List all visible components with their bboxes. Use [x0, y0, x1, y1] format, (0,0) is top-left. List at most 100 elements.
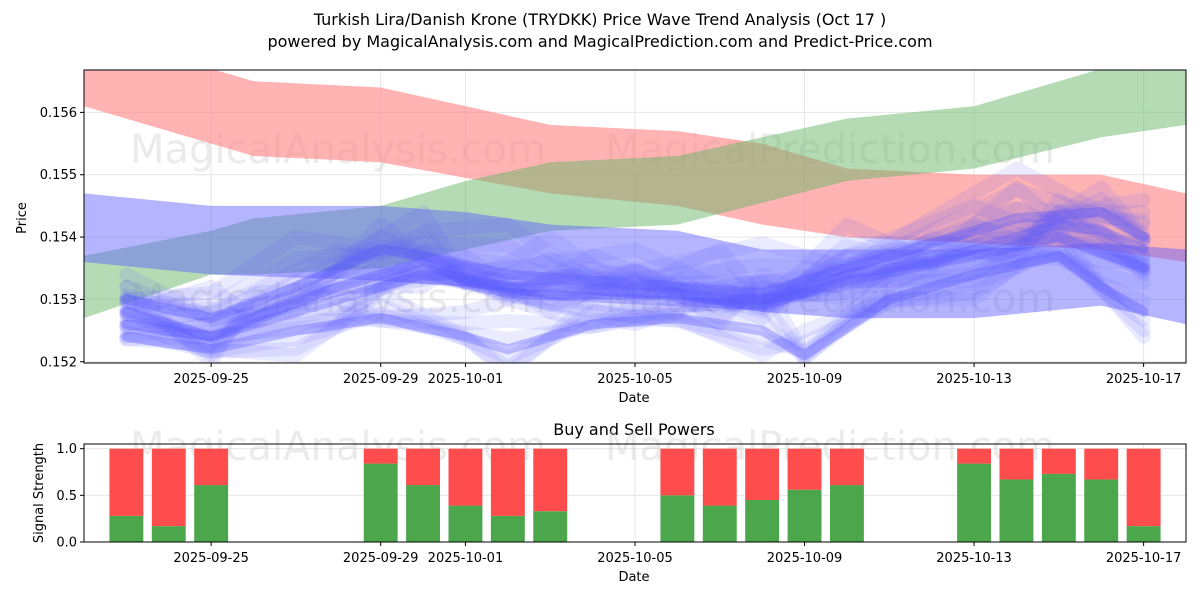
buy-bar: [829, 485, 864, 542]
buy-bar: [490, 515, 525, 542]
green-band: [84, 70, 1186, 319]
signal-x-ticks: 2025-09-25 2025-09-29 2025-10-01 2025-10-05…: [173, 542, 1181, 566]
price-y-tick-label: 0.155: [40, 168, 77, 183]
price-x-tick-label: 2025-09-29: [343, 372, 419, 387]
chart-title-line2: powered by MagicalAnalysis.com and Magic…: [267, 32, 933, 51]
price-x-label: Date: [618, 391, 649, 406]
signal-y-tick-label: 0.5: [56, 489, 77, 504]
wave-upper-stroke: [121, 207, 1149, 324]
signal-x-tick-label: 2025-10-17: [1106, 551, 1182, 566]
sell-bar: [1084, 448, 1119, 480]
wave-mid-stroke: [121, 232, 1149, 342]
wave-mid-stroke: [119, 198, 1151, 332]
price-x-tick-label: 2025-10-17: [1106, 372, 1182, 387]
sell-bar: [151, 448, 186, 527]
wave-upper-stroke: [119, 182, 1151, 313]
signal-y-tick-label: 1.0: [56, 442, 77, 457]
chart-title-line1: Turkish Lira/Danish Krone (TRYDKK) Price…: [313, 10, 887, 29]
sell-bar: [363, 448, 398, 464]
sell-bar: [194, 448, 229, 486]
sell-bar: [1126, 448, 1161, 527]
sell-bar: [660, 448, 695, 496]
buy-bar: [1084, 479, 1119, 542]
wave-lower-stroke: [119, 235, 1151, 363]
wave-lower-stroke: [119, 223, 1151, 363]
watermark-analysis-bottom: MagicalAnalysis.com: [130, 424, 546, 470]
buy-bar: [660, 495, 695, 542]
signal-x-tick-label: 2025-09-25: [173, 551, 249, 566]
sell-bar: [1041, 448, 1076, 474]
wave-main-stroke: [119, 213, 1151, 353]
buy-bar: [787, 489, 822, 542]
price-y-tick-label: 0.153: [40, 293, 77, 308]
signal-x-tick-label: 2025-10-05: [597, 551, 673, 566]
wave-main-stroke: [119, 192, 1151, 363]
price-y-tick-label: 0.156: [40, 106, 77, 121]
buy-bar: [1126, 526, 1161, 542]
sell-bar: [702, 448, 737, 506]
wave-main-stroke: [119, 201, 1151, 328]
sell-bar: [787, 448, 822, 490]
watermark-analysis-mid: MagicalAnalysis.com: [130, 276, 546, 322]
price-x-tick-label: 2025-10-09: [767, 372, 843, 387]
watermark-prediction-mid: MagicalPrediction.com: [605, 276, 1055, 322]
wave-lower-stroke: [119, 238, 1151, 363]
buy-sell-chart: Buy and Sell Powers MagicalAnalysis.com …: [32, 420, 1187, 585]
price-series: [84, 70, 1186, 363]
price-y-tick-label: 0.154: [40, 231, 77, 246]
wave-upper-stroke: [119, 180, 1151, 326]
wave-upper-stroke: [119, 201, 1151, 328]
wave-main-stroke: [119, 204, 1151, 362]
price-y-label: Price: [15, 202, 30, 234]
buy-bar: [702, 505, 737, 542]
wave-lower-stroke: [119, 244, 1151, 363]
blue-band-wide: [84, 193, 1186, 325]
buy-bar: [1041, 473, 1076, 542]
signal-x-tick-label: 2025-10-01: [428, 551, 504, 566]
price-x-tick-label: 2025-10-05: [597, 372, 673, 387]
sell-bar: [109, 448, 144, 516]
signal-x-tick-label: 2025-09-29: [343, 551, 419, 566]
buy-bar: [448, 505, 483, 542]
wave-lower-stroke: [119, 217, 1151, 363]
wave-mid-stroke: [119, 225, 1151, 346]
price-x-tick-label: 2025-10-01: [428, 372, 504, 387]
buy-bar: [406, 485, 441, 542]
price-y-tick-label: 0.152: [40, 355, 77, 370]
wave-mid-stroke: [119, 205, 1151, 344]
sell-bar: [999, 448, 1034, 480]
sell-bar: [745, 448, 780, 500]
wave-mid-stroke: [119, 220, 1151, 334]
sell-bar: [448, 448, 483, 506]
buy-bar: [109, 515, 144, 542]
sell-bar: [829, 448, 864, 486]
signal-x-label: Date: [618, 570, 649, 585]
signal-y-label: Signal Strength: [32, 443, 47, 543]
wave-upper-stroke: [119, 201, 1151, 321]
signal-y-ticks: 0.0 0.5 1.0: [56, 442, 84, 551]
sell-bar: [490, 448, 525, 516]
wave-lower-stroke: [121, 250, 1149, 361]
sell-bar: [957, 448, 992, 464]
wave-mid-stroke: [119, 232, 1151, 340]
signal-x-tick-label: 2025-10-09: [767, 551, 843, 566]
price-y-ticks: 0.152 0.153 0.154 0.155 0.156: [40, 106, 84, 370]
signal-y-tick-label: 0.0: [56, 536, 77, 551]
buy-bar: [194, 485, 229, 542]
wave-mid-stroke: [119, 217, 1151, 347]
wave-lower-stroke: [119, 250, 1151, 363]
buy-bar: [151, 526, 186, 542]
wave-main-stroke: [119, 180, 1151, 326]
wave-upper-stroke: [119, 161, 1151, 307]
sell-bar: [406, 448, 441, 486]
sell-bar: [533, 448, 568, 512]
buy-sell-title: Buy and Sell Powers: [553, 420, 715, 439]
buy-bar: [999, 479, 1034, 542]
buy-bar: [745, 500, 780, 542]
wave-main-stroke: [121, 219, 1149, 342]
price-x-tick-label: 2025-10-13: [936, 372, 1012, 387]
price-x-tick-label: 2025-09-25: [173, 372, 249, 387]
signal-x-tick-label: 2025-10-13: [936, 551, 1012, 566]
price-x-ticks: 2025-09-25 2025-09-29 2025-10-01 2025-10-05…: [173, 363, 1181, 387]
